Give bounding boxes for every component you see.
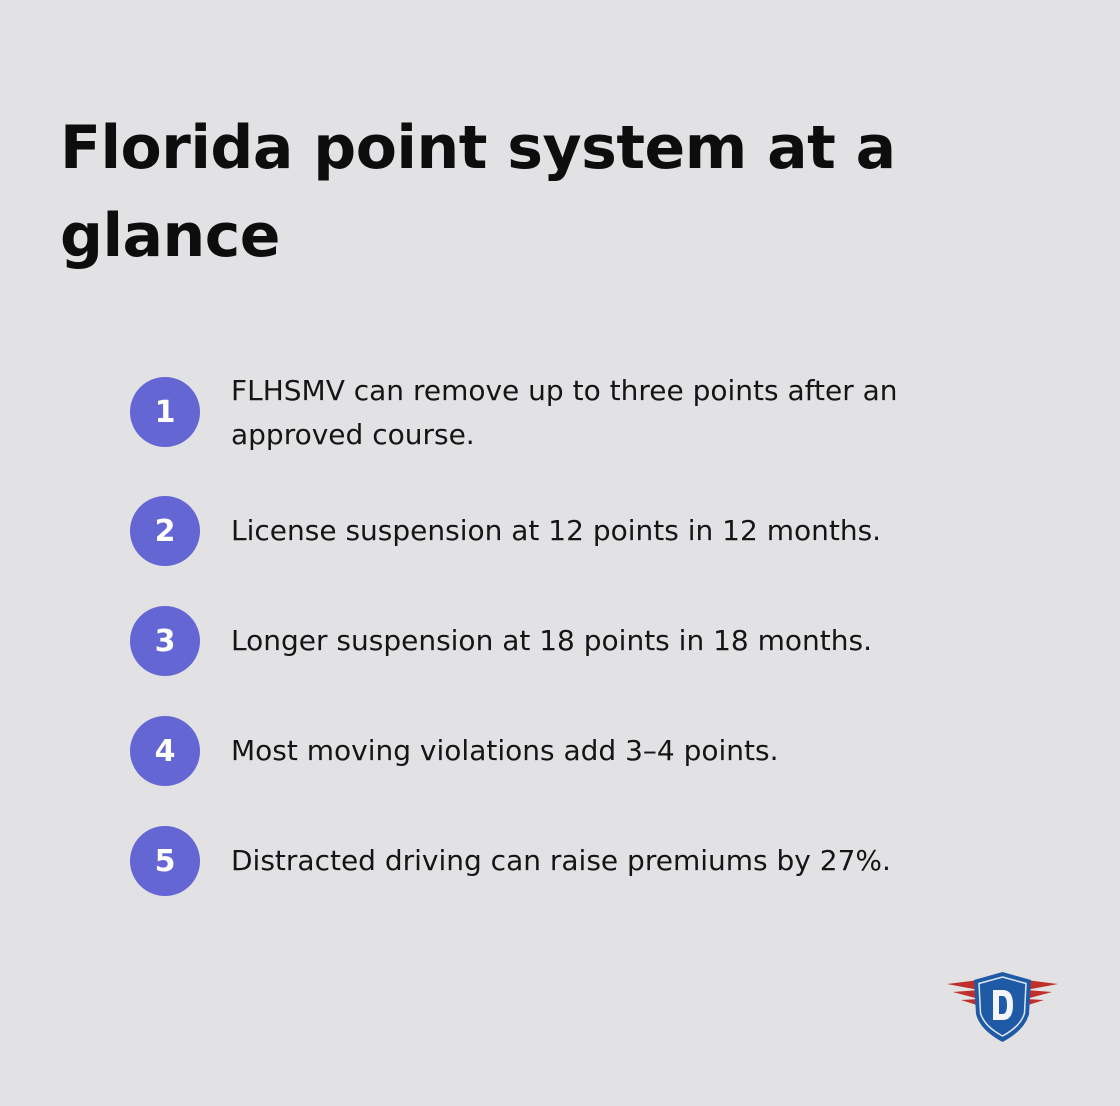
list-item-text: Distracted driving can raise premiums by… [231,844,891,877]
step-number-badge: 3 [130,606,200,676]
list-item: 3 Longer suspension at 18 points in 18 m… [130,606,1030,676]
list-item: 2 License suspension at 12 points in 12 … [130,496,1030,566]
list-item-text: Most moving violations add 3–4 points. [231,734,779,767]
list-item-text: Longer suspension at 18 points in 18 mon… [231,624,872,657]
list-item-text: License suspension at 12 points in 12 mo… [231,514,882,547]
page-title: Florida point system at a glance [60,113,896,271]
step-number-badge: 1 [130,377,200,447]
list-item: 5 Distracted driving can raise premiums … [130,826,1030,896]
winged-shield-logo-icon [947,972,1058,1042]
list-item-text: FLHSMV can remove up to three points aft… [231,374,898,451]
list-item: 1 FLHSMV can remove up to three points a… [130,374,1030,457]
step-number-badge: 4 [130,716,200,786]
step-number-badge: 2 [130,496,200,566]
step-number-badge: 5 [130,826,200,896]
list-item: 4 Most moving violations add 3–4 points. [130,716,1030,786]
